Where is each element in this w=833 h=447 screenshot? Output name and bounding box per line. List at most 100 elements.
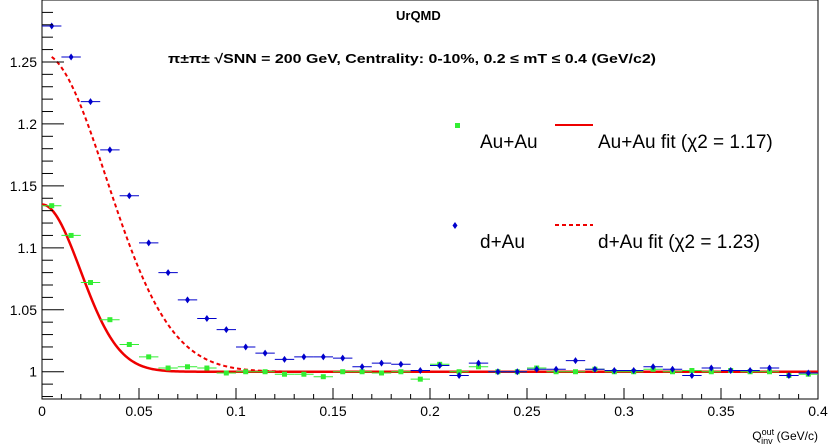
data-point-auau [68, 232, 74, 238]
data-point-dau [534, 365, 540, 373]
data-point-auau [476, 364, 481, 370]
data-point-dau [495, 368, 501, 376]
x-tick-label: 0.1 [226, 403, 246, 419]
data-point-auau [359, 369, 365, 375]
data-point-dau [340, 354, 346, 362]
x-tick-label: 0.3 [614, 403, 634, 419]
data-point-dau [592, 365, 598, 373]
fit-curves [41, 56, 818, 373]
fit-curve [51, 56, 818, 373]
x-tick-label: 0.4 [808, 403, 828, 419]
data-point-auau [689, 368, 695, 373]
data-point-dau [359, 363, 365, 371]
data-point-auau [88, 280, 93, 286]
data-point-dau [611, 367, 617, 374]
y-tick-label: 1.25 [10, 54, 37, 70]
x-tick-label: 0.2 [420, 403, 440, 419]
data-point-dau [262, 349, 268, 357]
data-point-dau [514, 368, 520, 376]
data-point-auau [320, 374, 326, 380]
data-point-dau [708, 364, 714, 372]
data-point-auau [767, 369, 772, 375]
x-tick-label: 0.25 [513, 403, 540, 419]
data-point-auau [379, 370, 384, 376]
data-point-auau [398, 369, 404, 375]
axes: 0 0.05 0.1 0.15 0.2 0.25 0.3 0.35 0.4 1 1.05 1.1 1.1… [10, 11, 828, 419]
data-point-dau [68, 53, 74, 61]
legend-label-auau: Au+Au [480, 132, 538, 153]
y-tick-label: 1 [29, 364, 37, 380]
data-point-dau [437, 362, 443, 370]
data-point-dau [185, 296, 190, 304]
data-point-dau [126, 192, 132, 200]
data-point-dau [107, 146, 113, 154]
data-point-dau [553, 365, 559, 373]
y-tick-label: 1.2 [18, 116, 38, 132]
data-point-dau [301, 353, 307, 361]
data-point-auau [262, 369, 268, 375]
data-point-auau [243, 369, 249, 375]
data-point-auau [126, 341, 132, 347]
x-axis-title-sub: inv [761, 436, 773, 446]
x-axis-title-main: Q [752, 429, 761, 443]
x-tick-label: 0 [38, 403, 46, 419]
data-point-dau [728, 367, 734, 374]
x-axis-title-unit: (GeV/c) [777, 429, 818, 443]
x-axis-title: Qout inv (GeV/c) [752, 427, 818, 446]
x-axis-title-sup: out [762, 427, 775, 437]
data-point-auau [185, 364, 190, 370]
legend: Au+Au d+Au Au+Au fit (χ2 = 1.17) d+Au fi… [452, 123, 773, 253]
chart-subtitle: π±π± √SNN = 200 GeV, Centrality: 0-10%, … [168, 51, 656, 66]
x-tick-label: 0.05 [125, 403, 152, 419]
data-point-dau [631, 367, 637, 374]
data-point-dau [204, 314, 210, 322]
legend-label-auau-fit: Au+Au fit (χ2 = 1.17) [598, 132, 773, 153]
data-point-dau [379, 359, 384, 367]
x-tick-label: 0.35 [707, 403, 734, 419]
data-point-dau [786, 371, 792, 379]
data-point-dau [88, 98, 93, 106]
data-point-dau [767, 364, 772, 372]
y-tick-label: 1.1 [18, 240, 38, 256]
legend-label-dau: d+Au [480, 232, 525, 253]
data-point-dau [456, 371, 462, 379]
data-point-dau [670, 365, 675, 373]
data-point-auau [708, 369, 714, 375]
data-point-auau [165, 365, 171, 371]
data-point-auau [49, 203, 55, 209]
legend-marker-dau [452, 222, 458, 229]
data-point-dau [573, 357, 578, 365]
data-point-auau [146, 354, 152, 360]
data-point-dau [282, 355, 287, 363]
data-point-dau [805, 369, 811, 377]
data-point-auau [282, 371, 287, 377]
x-tick-label: 0.15 [319, 403, 346, 419]
data-point-dau [243, 343, 249, 351]
data-point-dau [146, 239, 152, 247]
data-point-auau [204, 365, 210, 371]
data-point-dau [223, 326, 229, 334]
data-point-dau [650, 363, 656, 371]
y-tick-label: 1.05 [10, 302, 37, 318]
data-point-dau [747, 367, 753, 374]
data-point-auau [417, 376, 423, 382]
data-point-dau [398, 360, 404, 368]
data-point-auau [456, 369, 462, 375]
data-point-auau [573, 369, 578, 375]
chart-title: UrQMD [396, 8, 441, 23]
data-point-auau [223, 370, 229, 376]
data-point-dau [476, 359, 481, 367]
data-point-auau [107, 317, 113, 323]
legend-label-dau-fit: d+Au fit (χ2 = 1.23) [598, 232, 760, 253]
data-point-auau [301, 371, 307, 377]
data-point-dau [49, 22, 55, 30]
legend-marker-auau [455, 123, 460, 128]
data-point-dau [689, 371, 695, 379]
data-points [42, 22, 818, 382]
y-tick-label: 1.15 [10, 178, 37, 194]
data-point-dau [165, 269, 171, 277]
data-point-dau [417, 367, 423, 374]
data-point-dau [320, 353, 326, 361]
